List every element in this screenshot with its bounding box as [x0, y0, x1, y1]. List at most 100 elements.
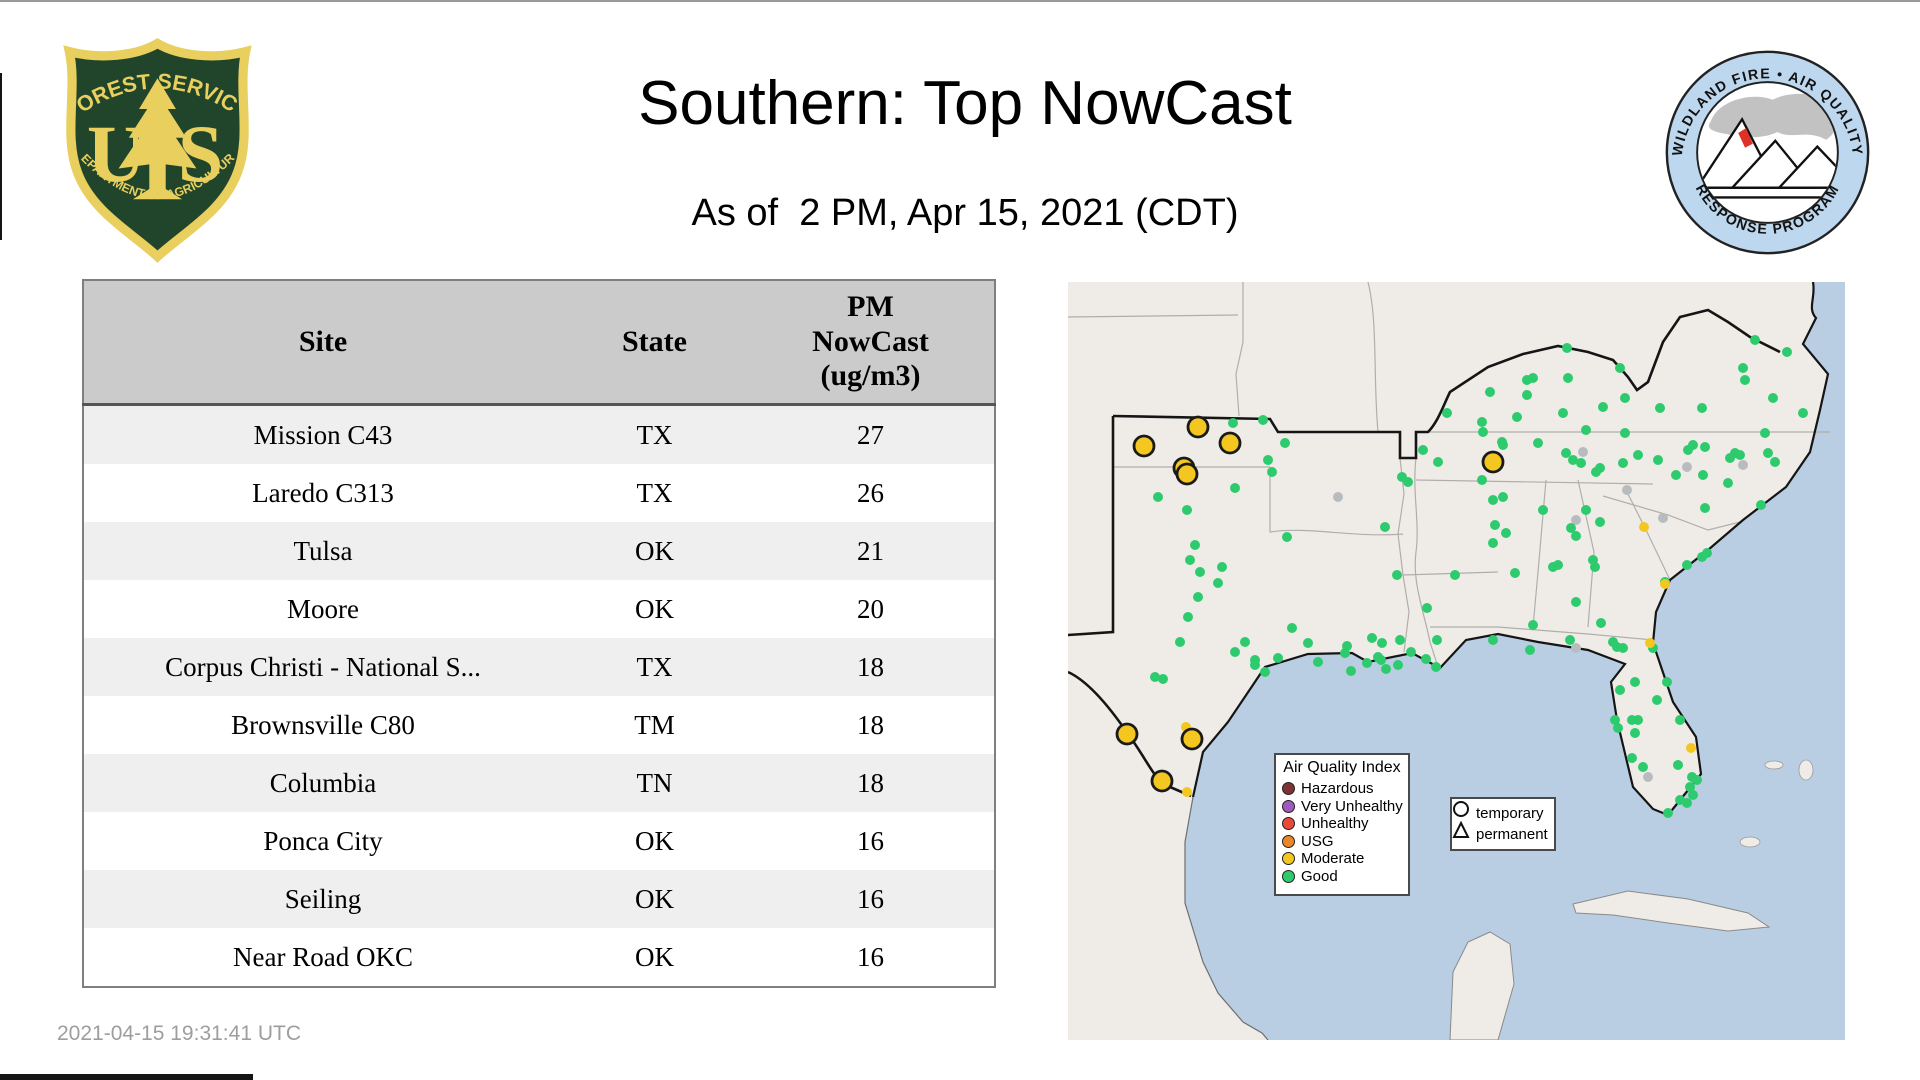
good-monitor-dot — [1565, 635, 1575, 645]
moderate_small-monitor-dot — [1686, 743, 1696, 753]
good-monitor-dot — [1213, 578, 1223, 588]
flame-icon — [1738, 128, 1753, 148]
good-monitor-dot — [1393, 660, 1403, 670]
good-monitor-dot — [1697, 552, 1707, 562]
good-monitor-dot — [1618, 458, 1628, 468]
good-monitor-dot — [1183, 612, 1193, 622]
table-row: Tulsa OK 21 — [83, 522, 995, 580]
cell-state: TM — [634, 709, 675, 740]
land-mass — [1068, 282, 1828, 1040]
good-monitor-dot — [1442, 408, 1452, 418]
inactive-monitor-dot — [1578, 447, 1588, 457]
good-monitor-dot — [1576, 458, 1586, 468]
good-monitor-dot — [1652, 695, 1662, 705]
moderate_temporary-monitor-dot — [1115, 722, 1139, 746]
good-monitor-dot — [1303, 638, 1313, 648]
cell-site: Seiling — [284, 883, 362, 914]
good-monitor-dot — [1735, 450, 1745, 460]
page-subtitle: As of 2 PM, Apr 15, 2021 (CDT) — [691, 192, 1239, 234]
aqi-color-dot-icon — [1282, 852, 1295, 866]
good-monitor-dot — [1782, 347, 1792, 357]
good-monitor-dot — [1633, 450, 1643, 460]
good-monitor-dot — [1450, 570, 1460, 580]
aqi-legend-title: Air Quality Index — [1283, 759, 1401, 776]
good-monitor-dot — [1528, 620, 1538, 630]
yucatan-land — [1449, 931, 1515, 1040]
cell-site: Mission C43 — [253, 419, 393, 450]
cell-state: OK — [635, 941, 674, 972]
good-monitor-dot — [1185, 555, 1195, 565]
good-monitor-dot — [1258, 415, 1268, 425]
good-monitor-dot — [1682, 798, 1692, 808]
good-monitor-dot — [1568, 455, 1578, 465]
good-monitor-dot — [1228, 418, 1238, 428]
cell-state: TX — [636, 477, 673, 508]
table-row: Brownsville C80 TM 18 — [83, 696, 995, 754]
good-monitor-dot — [1287, 623, 1297, 633]
good-monitor-dot — [1553, 560, 1563, 570]
good-monitor-dot — [1533, 438, 1543, 448]
good-monitor-dot — [1538, 505, 1548, 515]
good-monitor-dot — [1662, 677, 1672, 687]
wfaqrp-logo: WILDLAND FIRE • AIR QUALITY RESPONSE PRO… — [1660, 45, 1875, 260]
good-monitor-dot — [1240, 637, 1250, 647]
good-monitor-dot — [1683, 445, 1693, 455]
moderate_temporary-monitor-dot — [1186, 415, 1210, 439]
cell-pm-value: 16 — [857, 883, 884, 914]
air-quality-map: Air Quality Index Hazardous Very Unhealt… — [1068, 282, 1845, 1040]
cell-site: Tulsa — [293, 535, 353, 566]
table-body: Mission C43 TX 27 Laredo C313 TX 26 Tuls… — [83, 404, 995, 987]
moderate_temporary-monitor-dot — [1175, 462, 1199, 486]
good-monitor-dot — [1230, 647, 1240, 657]
inactive-monitor-dot — [1643, 772, 1653, 782]
bottom-edge-artifact — [0, 1074, 253, 1080]
page-title: Southern: Top NowCast — [638, 69, 1292, 138]
good-monitor-dot — [1488, 538, 1498, 548]
nowcast-table: Site State PM NowCast (ug/m3) Mission C4… — [82, 279, 996, 988]
cell-pm-value: 27 — [857, 419, 884, 450]
cell-state: OK — [635, 593, 674, 624]
inactive-monitor-dots — [1333, 447, 1748, 782]
cell-site: Columbia — [269, 767, 377, 798]
good-monitor-dot — [1282, 532, 1292, 542]
table-row: Seiling OK 16 — [83, 870, 995, 928]
table-row: Ponca City OK 16 — [83, 812, 995, 870]
cell-pm-value: 20 — [857, 593, 884, 624]
aqi-legend-items: Hazardous Very Unhealthy Unhealthy USG M… — [1282, 780, 1403, 885]
mexico-coastline — [1184, 796, 1269, 1040]
cell-pm-value: 16 — [857, 825, 884, 856]
inactive-monitor-dot — [1571, 515, 1581, 525]
inactive-monitor-dot — [1658, 513, 1668, 523]
generated-timestamp: 2021-04-15 19:31:41 UTC — [57, 1022, 301, 1045]
cell-site: Ponca City — [263, 825, 383, 856]
good-monitor-dot — [1561, 448, 1571, 458]
moderate_small-monitor-dot — [1645, 638, 1655, 648]
good-monitor-dot — [1313, 657, 1323, 667]
moderate_temporary-monitor-dot — [1132, 434, 1156, 458]
good-monitor-dot — [1673, 760, 1683, 770]
aqi-legend-item: Unhealthy — [1282, 815, 1402, 833]
good-monitor-dot — [1340, 648, 1350, 658]
good-monitor-dot — [1498, 492, 1508, 502]
column-header-site: Site — [83, 280, 562, 406]
aqi-legend-label: USG — [1301, 832, 1334, 850]
permanent-label: permanent — [1476, 826, 1548, 843]
good-monitor-dot — [1273, 653, 1283, 663]
good-monitor-dot — [1581, 505, 1591, 515]
moderate_temporary-monitor-dot — [1150, 769, 1174, 793]
table-row: Laredo C313 TX 26 — [83, 464, 995, 522]
good-monitor-dot — [1581, 425, 1591, 435]
cell-state: OK — [635, 535, 674, 566]
good-monitor-dot — [1193, 592, 1203, 602]
good-monitor-dot — [1431, 662, 1441, 672]
good-monitor-dot — [1477, 475, 1487, 485]
cell-state: TX — [636, 651, 673, 682]
temporary-moderate-monitor-dots — [1115, 415, 1505, 793]
good-monitor-dot — [1373, 652, 1383, 662]
good-monitor-dot — [1770, 457, 1780, 467]
aqi-color-dot-icon — [1282, 799, 1295, 813]
column-header-state: State — [562, 280, 747, 406]
aqi-legend-item: Moderate — [1282, 850, 1402, 868]
cell-pm-value: 26 — [857, 477, 884, 508]
good-monitor-dot — [1750, 335, 1760, 345]
